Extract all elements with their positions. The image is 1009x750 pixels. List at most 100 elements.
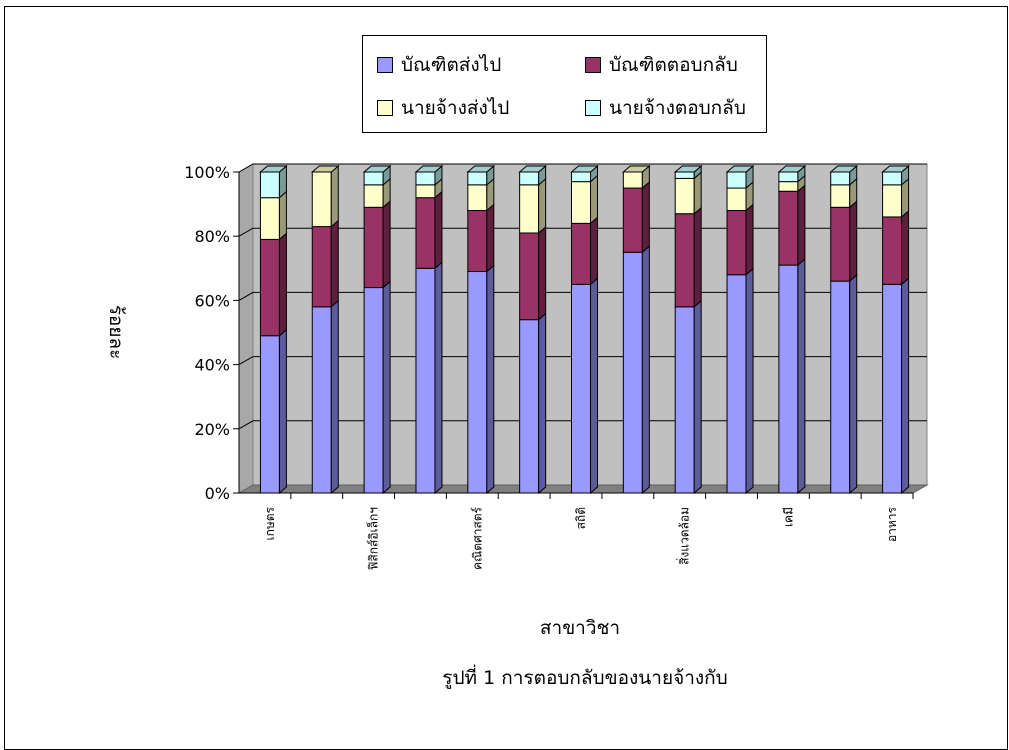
legend-label: บัณฑิตส่งไป	[401, 54, 502, 76]
plot-side-wall	[238, 163, 254, 494]
legend-item-employers-returned: นายจ้างตอบกลับ	[585, 93, 746, 123]
bar-segment-front	[726, 210, 747, 276]
bar-segment-front	[467, 271, 488, 494]
bar-segment	[259, 190, 287, 241]
bar-segment-front	[778, 171, 799, 183]
bar-segment	[571, 174, 598, 225]
bar-segment-side	[745, 203, 754, 276]
bar-segment-top	[518, 165, 548, 173]
bar-segment-front	[415, 171, 436, 186]
bar-segment-side	[797, 184, 806, 267]
x-tick-label: เกษตร	[263, 506, 277, 540]
gridline	[238, 291, 927, 301]
bar-segment-front	[467, 210, 488, 273]
bar-segment-front	[311, 226, 332, 308]
bar-segment-front	[830, 171, 851, 186]
bar-segment-front	[726, 274, 747, 494]
y-tick-label: 60%	[194, 291, 230, 310]
bar-segment-side	[538, 177, 547, 235]
bar-segment-front	[415, 267, 436, 494]
bar-segment-side	[486, 203, 495, 273]
legend-item-graduates-returned: บัณฑิตตอบกลับ	[585, 50, 738, 80]
bar-segment-front	[674, 213, 695, 308]
bar-segment-top	[259, 165, 288, 173]
bar-segment-top	[725, 165, 755, 173]
y-tick-label: 100%	[184, 163, 230, 182]
bar-segment-side	[590, 216, 598, 286]
bar-segment	[363, 177, 391, 209]
bar-segment-front	[571, 283, 591, 494]
bar-segment-front	[726, 171, 747, 189]
bar-segment-side	[330, 219, 339, 308]
bar-segment	[621, 164, 651, 190]
bar-segment-side	[538, 312, 547, 495]
bar-segment-front	[363, 171, 384, 186]
bar-segment-front	[519, 184, 540, 234]
bar-segment-front	[259, 238, 280, 337]
bar-segment-front	[519, 232, 540, 321]
bar-segment-front	[571, 222, 591, 285]
legend-label: บัณฑิตตอบกลับ	[609, 54, 738, 76]
legend-swatch	[585, 57, 601, 73]
legend-item-graduates-sent: บัณฑิตส่งไป	[377, 50, 501, 80]
bar-segment	[725, 164, 755, 190]
bar-segment-top	[310, 165, 340, 173]
bar-segment	[778, 258, 806, 495]
bar-segment-top	[414, 165, 444, 173]
bar-segment	[830, 200, 858, 283]
bar-segment	[363, 200, 391, 289]
bar-segment	[881, 164, 910, 186]
bar-segment-front	[415, 197, 436, 269]
bar-segment-front	[882, 171, 903, 186]
bar-segment-side	[849, 200, 858, 283]
bar-segment-side	[901, 277, 910, 495]
x-tick-label: เคมี	[781, 507, 795, 527]
bar-segment	[415, 190, 443, 270]
bar-segment-front	[467, 184, 488, 212]
bar-segment-side	[382, 280, 391, 495]
bar-segment-side	[330, 299, 339, 495]
bar-segment-side	[849, 274, 858, 495]
bar-segment-side	[693, 206, 702, 308]
x-tick-label: อาหาร	[885, 506, 899, 542]
bar-segment	[622, 180, 650, 254]
legend-label: นายจ้างตอบกลับ	[609, 97, 746, 119]
bar-segment-side	[382, 200, 391, 289]
bar-segment-front	[311, 171, 332, 228]
bar-segment-front	[467, 171, 488, 186]
bar-segment	[363, 280, 391, 495]
bar-segment	[830, 274, 858, 495]
bar-segment	[414, 164, 444, 186]
bar-segment-side	[590, 277, 598, 495]
bar-segment	[311, 219, 339, 308]
gridline	[238, 356, 927, 366]
bar-segment	[622, 245, 650, 495]
bar-segment-front	[882, 184, 903, 218]
bar-segment	[674, 299, 702, 495]
bar-segment-side	[278, 232, 287, 337]
x-axis-title: สาขาวิชา	[540, 617, 620, 639]
bar-segment-front	[571, 181, 591, 224]
bar-segment	[310, 164, 340, 228]
bar-segment	[467, 203, 495, 273]
bar-segment-front	[674, 306, 695, 494]
bar-segment-top	[777, 165, 807, 173]
bar-segment-top	[362, 165, 392, 173]
bar-segment	[778, 184, 806, 267]
bar-segment	[726, 267, 754, 495]
bar-segment	[570, 164, 599, 183]
y-tick-label: 80%	[194, 227, 230, 246]
bar-segment	[674, 206, 702, 308]
x-tick-label: ฟิสิกส์อิเล็กฯ	[366, 507, 381, 570]
bar-segment-front	[259, 171, 280, 199]
bar-segment-side	[278, 190, 287, 241]
bar-segment-front	[363, 206, 384, 289]
bar-segment	[726, 203, 754, 276]
bar-segment-front	[259, 335, 280, 494]
bar-segment	[673, 164, 703, 180]
bar-segment-side	[745, 267, 754, 495]
gridline	[238, 420, 927, 430]
bar-segment-side	[278, 328, 287, 495]
bar-segment-side	[693, 171, 702, 215]
bar-segment-front	[830, 206, 851, 282]
